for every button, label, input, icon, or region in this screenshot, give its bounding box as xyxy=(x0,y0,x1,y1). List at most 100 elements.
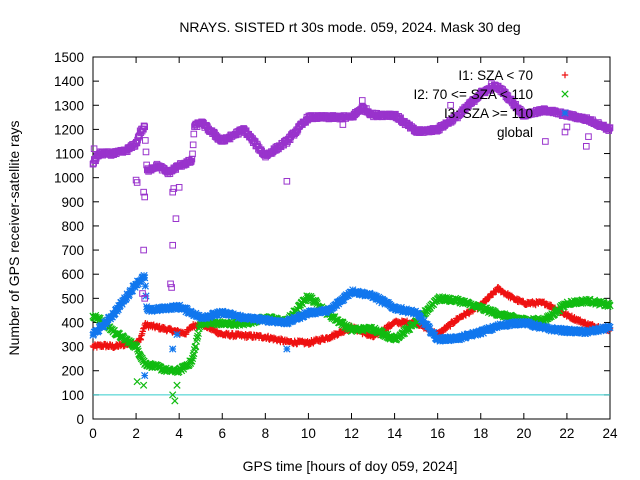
data-point xyxy=(189,352,197,360)
x-tick-label: 0 xyxy=(89,426,97,441)
outlier-point xyxy=(90,145,98,153)
data-point xyxy=(114,306,122,314)
data-point xyxy=(604,125,612,133)
data-point xyxy=(340,296,348,304)
legend-label: I3: SZA >= 110 xyxy=(444,106,533,121)
data-point xyxy=(442,326,450,333)
data-point xyxy=(466,309,473,316)
data-point xyxy=(142,137,149,144)
y-tick-label: 400 xyxy=(61,315,84,330)
outlier-point xyxy=(447,101,454,109)
data-point xyxy=(606,125,613,132)
y-tick-label: 800 xyxy=(61,219,84,234)
data-point xyxy=(95,327,103,335)
outlier-point xyxy=(167,280,174,288)
outlier-point xyxy=(141,295,148,302)
legend-marker xyxy=(561,71,569,79)
data-point xyxy=(103,318,111,326)
tick-labels: 0 2 4 6 8 10 12 14 16 18 20 22 240100200300400500600… xyxy=(54,50,618,441)
x-tick-label: 24 xyxy=(602,426,618,441)
y-tick-label: 1400 xyxy=(54,74,84,89)
data-point xyxy=(606,302,614,310)
legend-marker xyxy=(561,109,569,117)
outlier-point xyxy=(169,188,177,196)
x-tick-label: 12 xyxy=(344,426,359,441)
data-point xyxy=(139,328,146,335)
x-tick-label: 8 xyxy=(262,426,270,441)
outlier-point xyxy=(283,177,291,185)
legend-label: I2: 70 <= SZA < 110 xyxy=(414,87,533,102)
data-point xyxy=(253,140,261,148)
data-point xyxy=(137,336,145,343)
legend-marker xyxy=(561,90,569,98)
data-point xyxy=(140,122,148,130)
data-point xyxy=(217,310,226,318)
y-axis-label: Number of GPS receiver-satellite rays xyxy=(6,121,22,356)
data-point xyxy=(190,130,198,138)
legend: I1: SZA < 70 I2: 70 <= SZA < 110 I3: SZA >… xyxy=(414,68,569,140)
data-point xyxy=(277,335,285,342)
x-tick-label: 20 xyxy=(516,426,531,441)
outlier-point xyxy=(139,381,148,389)
chart-title: NRAYS. SISTED rt 30s mode. 059, 2024. Ma… xyxy=(179,19,520,35)
data-point xyxy=(602,326,610,334)
data-point xyxy=(429,328,438,337)
data-point xyxy=(141,282,149,290)
data-point xyxy=(496,320,504,328)
y-tick-label: 200 xyxy=(61,364,84,379)
data-point xyxy=(188,357,196,365)
x-tick-label: 18 xyxy=(473,426,488,441)
data-point xyxy=(187,158,195,165)
y-tick-label: 700 xyxy=(61,243,84,258)
data-point xyxy=(189,150,196,158)
x-axis-label: GPS time [hours of doy 059, 2024] xyxy=(243,458,458,474)
outlier-point xyxy=(141,371,149,380)
outlier-point xyxy=(283,345,291,353)
outlier-point xyxy=(169,241,177,249)
data-point xyxy=(373,292,381,301)
data-point xyxy=(366,290,374,298)
data-point xyxy=(133,343,141,351)
y-tick-label: 500 xyxy=(61,291,84,306)
data-point xyxy=(300,312,308,321)
outlier-point xyxy=(140,246,147,254)
data-point xyxy=(234,311,242,319)
data-point xyxy=(189,141,197,149)
data-point xyxy=(136,335,144,342)
y-tick-label: 1500 xyxy=(54,50,84,65)
legend-marker xyxy=(561,128,569,136)
y-tick-label: 300 xyxy=(61,340,84,355)
x-tick-label: 22 xyxy=(559,426,574,441)
x-tick-label: 4 xyxy=(175,426,183,441)
data-point xyxy=(485,294,493,301)
data-point xyxy=(519,297,526,305)
data-point xyxy=(606,124,614,131)
outlier-point xyxy=(141,193,148,201)
outlier-point xyxy=(339,121,347,128)
data-point xyxy=(141,123,148,131)
x-tick-label: 16 xyxy=(430,426,445,441)
outlier-point xyxy=(488,80,495,87)
legend-label: global xyxy=(497,125,533,140)
outlier-point xyxy=(133,377,141,386)
data-point xyxy=(141,274,149,282)
y-tick-label: 100 xyxy=(61,388,84,403)
outlier-point xyxy=(169,391,177,399)
y-tick-label: 1300 xyxy=(54,98,84,113)
data-point xyxy=(194,332,202,340)
data-point xyxy=(118,300,126,308)
axis-ticks xyxy=(92,56,611,420)
y-tick-label: 1200 xyxy=(54,122,84,137)
outlier-point xyxy=(583,142,590,150)
data-point xyxy=(433,336,442,344)
outlier-point xyxy=(585,133,592,140)
outlier-point xyxy=(172,215,180,222)
series-1 xyxy=(89,284,614,352)
x-tick-label: 6 xyxy=(218,426,226,441)
data-point xyxy=(296,314,304,323)
x-tick-label: 10 xyxy=(301,426,316,441)
y-tick-label: 0 xyxy=(76,412,84,427)
y-tick-label: 900 xyxy=(61,195,84,210)
